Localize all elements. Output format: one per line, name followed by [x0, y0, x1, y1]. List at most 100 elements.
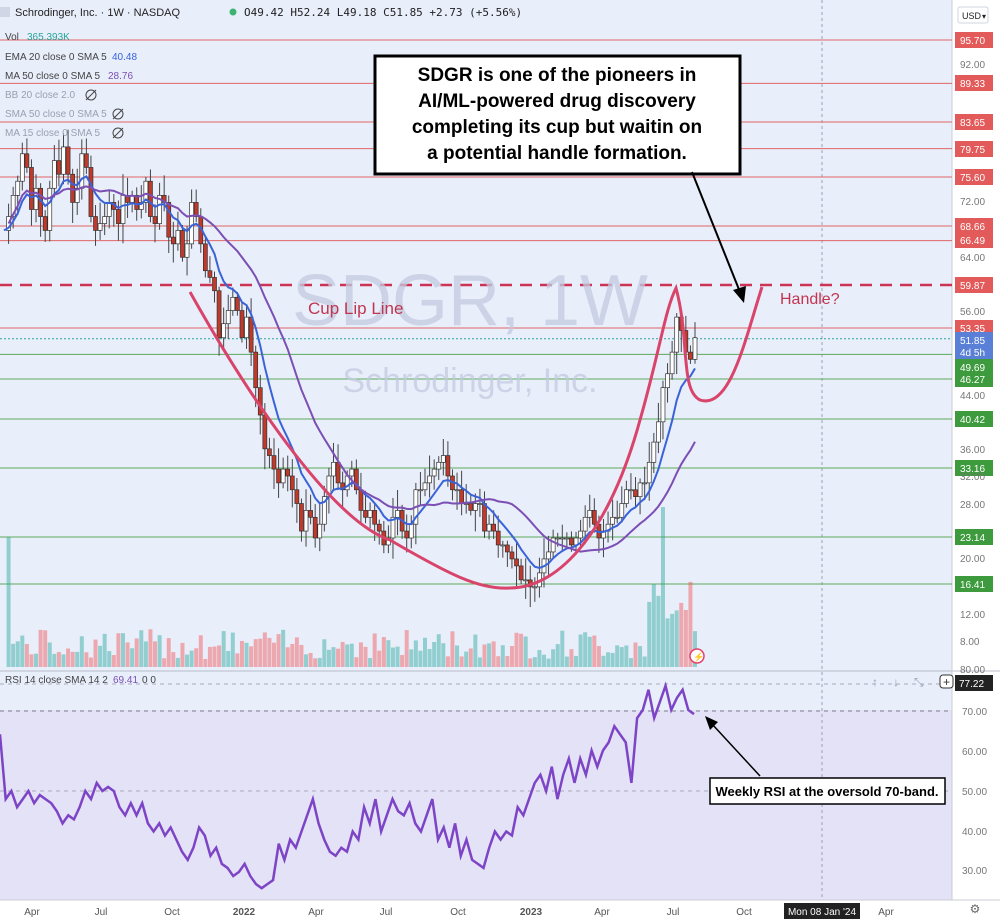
- earnings-flash-icon[interactable]: [689, 648, 705, 664]
- ma50-line: [7, 185, 696, 553]
- volume-bar: [93, 639, 98, 667]
- pane-maximize-icon[interactable]: [939, 674, 954, 689]
- volume-bar: [175, 657, 180, 667]
- volume-bar: [162, 658, 167, 667]
- vol-label[interactable]: Vol: [5, 32, 19, 43]
- rsi-current-badge: [955, 675, 993, 691]
- volume-bar: [66, 648, 71, 667]
- sma50-label[interactable]: SMA 50 close 0 SMA 5: [5, 109, 107, 120]
- volume-bar: [326, 649, 331, 667]
- volume-bar: [368, 658, 373, 667]
- candle-body: [546, 551, 551, 560]
- volume-bar: [587, 636, 592, 667]
- candle-body: [372, 510, 378, 525]
- ema20-label[interactable]: EMA 20 close 0 SMA 5: [5, 52, 107, 63]
- volume-bar: [381, 637, 386, 667]
- volume-bar: [514, 632, 519, 667]
- candle-body: [633, 489, 638, 497]
- volume-bars: [6, 507, 697, 667]
- candle-body: [395, 510, 400, 518]
- volume-bar: [70, 651, 75, 667]
- volume-bar: [285, 647, 290, 667]
- volume-bar: [217, 645, 222, 667]
- candle-body: [614, 516, 620, 519]
- candle-body: [271, 455, 277, 470]
- ma50-label[interactable]: MA 50 close 0 SMA 5: [5, 71, 100, 82]
- currency-label[interactable]: USD: [962, 11, 982, 21]
- volume-bar: [377, 650, 382, 667]
- candle-body: [688, 351, 693, 360]
- support-badge: [955, 371, 993, 387]
- volume-bar: [642, 656, 647, 667]
- callout-line: SDGR is one of the pioneers in: [418, 65, 697, 86]
- sma15-label[interactable]: MA 15 close 0 SMA 5: [5, 128, 100, 139]
- candle-body: [65, 146, 71, 175]
- volume-bar: [143, 641, 148, 667]
- hidden-eye-icon[interactable]: [112, 108, 124, 120]
- candle-body: [514, 558, 519, 567]
- candle-body: [486, 523, 492, 532]
- volume-bar: [345, 644, 350, 667]
- volume-bar: [660, 507, 665, 667]
- rsi-label[interactable]: RSI 14 close SMA 14 2: [5, 675, 108, 686]
- bb-label[interactable]: BB 20 close 2.0: [5, 90, 75, 101]
- resistance-badge-text: 95.70: [960, 36, 985, 47]
- volume-bar: [354, 657, 359, 667]
- currency-button[interactable]: [957, 6, 989, 24]
- symbol-icon[interactable]: [0, 7, 10, 17]
- resistance-badge-text: 59.87: [960, 281, 985, 292]
- volume-bar: [235, 653, 240, 667]
- volume-bar: [47, 642, 52, 667]
- pane-up-icon[interactable]: ↑: [872, 675, 878, 689]
- candle-body: [692, 337, 698, 360]
- candle-body: [79, 153, 85, 189]
- resistance-badge: [955, 277, 993, 293]
- rsi-axis[interactable]: 70.00 60.00 50.00 40.00 30.00: [962, 707, 987, 877]
- price-axis[interactable]: 95.70 92.00 89.33 83.65 79.75 75.60 72.00 68.66…: [955, 32, 993, 691]
- volume-bar: [98, 645, 103, 667]
- candle-body: [19, 153, 25, 182]
- time-axis[interactable]: Apr Jul Oct 2022 Apr Jul Oct 2023 Apr Jul Oct Mon 0…: [24, 903, 894, 919]
- candle-body: [559, 537, 565, 540]
- volume-bar: [528, 658, 533, 667]
- candle-body: [468, 503, 474, 511]
- volume-bar: [239, 640, 244, 667]
- candle-body: [665, 373, 670, 389]
- time-tick-label: Jul: [667, 907, 680, 918]
- volume-bar: [258, 638, 263, 667]
- candle-body: [317, 523, 323, 539]
- candle-body: [253, 351, 259, 389]
- volume-bar: [198, 635, 203, 667]
- volume-bar: [413, 640, 418, 667]
- chevron-down-icon[interactable]: ▾: [982, 12, 986, 21]
- candle-body: [88, 167, 94, 217]
- rsi-callout-text: Weekly RSI at the oversold 70-band.: [716, 784, 939, 799]
- volume-bar: [249, 646, 254, 667]
- volume-bar: [541, 654, 546, 667]
- volume-bar: [647, 601, 652, 667]
- hidden-eye-icon[interactable]: [112, 127, 124, 139]
- volume-bar: [212, 646, 217, 667]
- volume-bar: [477, 657, 482, 667]
- time-axis-background: [0, 900, 1000, 921]
- volume-bar: [331, 647, 336, 667]
- header-legend: Schrodinger, Inc. · 1W · NASDAQ O49.42 H…: [0, 6, 989, 686]
- resistance-badge-text: 75.60: [960, 173, 985, 184]
- volume-bar: [308, 652, 313, 667]
- hidden-eye-icon[interactable]: [85, 89, 97, 101]
- symbol-line[interactable]: Schrodinger, Inc. · 1W · NASDAQ: [15, 7, 180, 19]
- candle-body: [637, 482, 643, 497]
- pane-down-icon[interactable]: ↓: [893, 675, 899, 689]
- candle-body: [235, 296, 240, 311]
- settings-gear-icon[interactable]: ⚙: [970, 902, 981, 916]
- main-callout-arrowhead: [733, 286, 746, 303]
- volume-bar: [120, 633, 125, 667]
- rsi-tick-label: 50.00: [962, 787, 987, 798]
- volume-bar: [450, 631, 455, 667]
- candle-body: [193, 202, 199, 217]
- candle-body: [239, 310, 245, 339]
- volume-bar: [166, 638, 171, 667]
- pane-collapse-icon[interactable]: ⤡: [914, 675, 924, 689]
- volume-bar: [592, 635, 597, 667]
